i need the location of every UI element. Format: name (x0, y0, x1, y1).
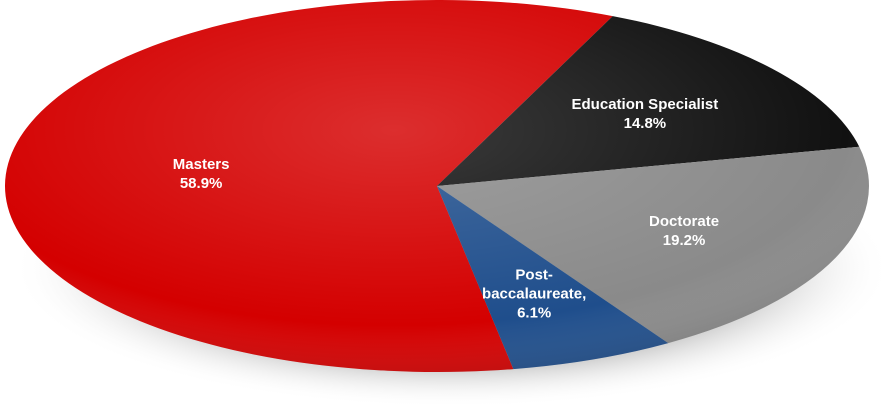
pie-data-label: Post-baccalaureate, 6.1% (482, 266, 586, 321)
pie-data-label: Doctorate 19.2% (649, 213, 719, 249)
pie-slices (5, 0, 869, 372)
pie-labels: Masters 58.9% Education Specialist 14.8% Doc… (173, 96, 719, 322)
pie-data-label: Masters 58.9% (173, 156, 230, 192)
pie-data-label: Education Specialist 14.8% (572, 96, 719, 132)
